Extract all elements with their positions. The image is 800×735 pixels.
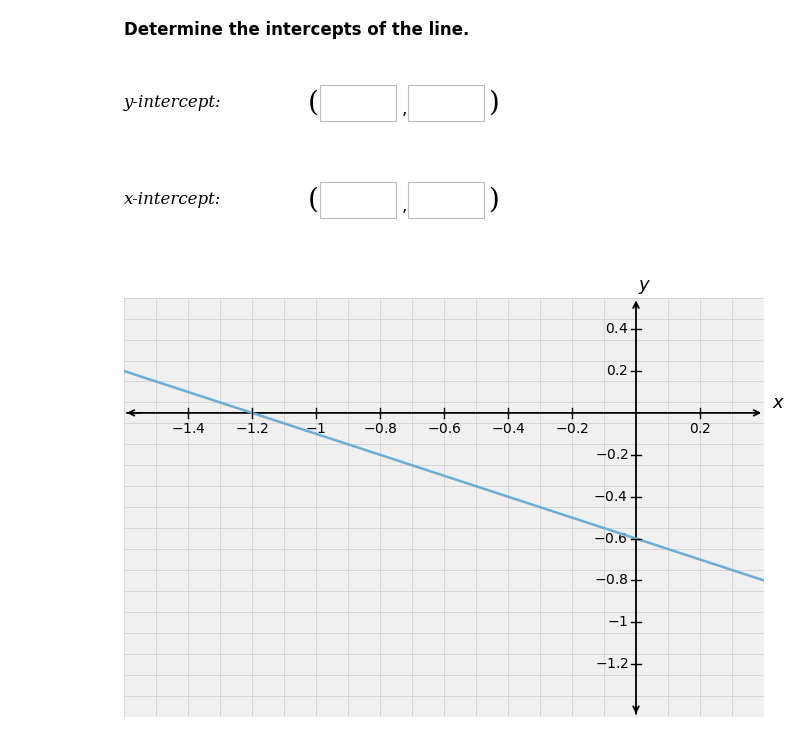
Text: $0.2$: $0.2$: [689, 423, 711, 437]
Text: x-intercept:: x-intercept:: [124, 191, 222, 209]
Text: ): ): [488, 187, 499, 213]
Text: $-0.6$: $-0.6$: [593, 531, 628, 545]
Text: ,: ,: [402, 100, 407, 118]
Text: $-1.2$: $-1.2$: [594, 657, 628, 671]
Text: $-0.8$: $-0.8$: [594, 573, 628, 587]
Text: $y$: $y$: [638, 278, 651, 295]
Text: $-0.2$: $-0.2$: [594, 448, 628, 462]
Text: $-1.2$: $-1.2$: [235, 423, 269, 437]
Text: $0.4$: $0.4$: [605, 322, 628, 336]
FancyBboxPatch shape: [320, 182, 396, 218]
FancyBboxPatch shape: [408, 85, 484, 121]
Text: Determine the intercepts of the line.: Determine the intercepts of the line.: [124, 21, 470, 38]
Text: $-0.6$: $-0.6$: [426, 423, 462, 437]
FancyBboxPatch shape: [408, 182, 484, 218]
Text: $-1$: $-1$: [606, 615, 628, 629]
Text: $-1$: $-1$: [306, 423, 326, 437]
Text: $-0.2$: $-0.2$: [555, 423, 589, 437]
Text: y-intercept:: y-intercept:: [124, 94, 222, 112]
Text: (: (: [308, 187, 319, 213]
Text: $-0.4$: $-0.4$: [490, 423, 526, 437]
Text: (: (: [308, 90, 319, 116]
Text: $-0.4$: $-0.4$: [593, 490, 628, 503]
FancyBboxPatch shape: [320, 85, 396, 121]
Text: $-0.8$: $-0.8$: [362, 423, 398, 437]
Text: $0.2$: $0.2$: [606, 364, 628, 378]
Text: $x$: $x$: [772, 394, 786, 412]
Text: $-1.4$: $-1.4$: [170, 423, 206, 437]
Text: ): ): [488, 90, 499, 116]
Text: ,: ,: [402, 197, 407, 215]
